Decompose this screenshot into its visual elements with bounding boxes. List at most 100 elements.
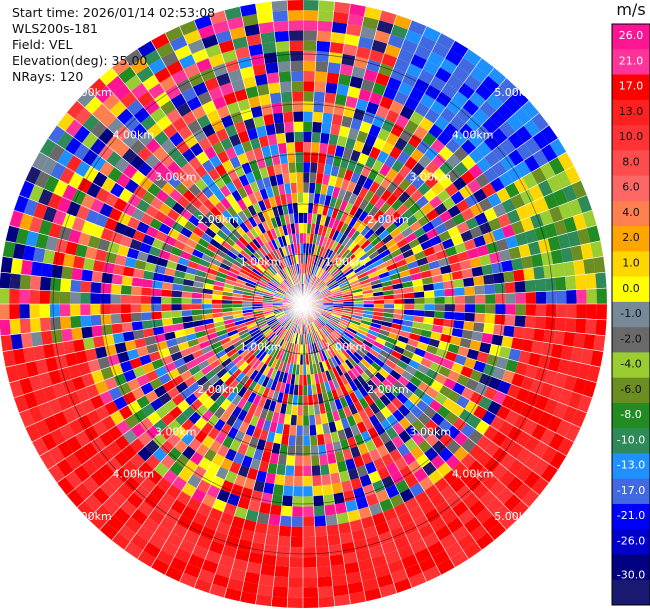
range-gate-cell	[43, 175, 60, 193]
range-gate-cell	[306, 274, 310, 285]
range-gate-cell	[460, 229, 474, 243]
range-gate-cell	[374, 410, 387, 423]
range-gate-cell	[285, 320, 292, 330]
range-gate-cell	[295, 435, 303, 446]
range-gate-cell	[101, 272, 113, 284]
range-gate-cell	[90, 314, 102, 327]
range-gate-cell	[273, 336, 281, 347]
range-gate-cell	[274, 215, 282, 227]
range-gate-cell	[464, 295, 476, 304]
range-gate-cell	[194, 164, 208, 178]
range-gate-cell	[320, 327, 329, 337]
range-gate-cell	[398, 178, 412, 191]
range-gate-cell	[9, 304, 20, 320]
range-ring-label: 4.00km	[113, 128, 155, 141]
range-gate-cell	[483, 386, 498, 401]
range-gate-cell	[353, 351, 364, 362]
range-gate-cell	[201, 364, 213, 376]
ray-separator	[302, 303, 413, 588]
colorbar-tick-label: -2.0	[620, 332, 641, 345]
range-gate-cell	[161, 51, 179, 68]
range-gate-cell	[284, 245, 290, 256]
range-gate-cell	[184, 202, 198, 215]
range-gate-cell	[431, 549, 450, 566]
range-gate-cell	[146, 253, 159, 265]
range-gate-cell	[436, 405, 451, 419]
range-gate-cell	[50, 428, 67, 446]
range-gate-cell	[159, 426, 174, 441]
range-gate-cell	[321, 350, 328, 361]
range-gate-cell	[283, 121, 294, 133]
range-gate-cell	[340, 285, 352, 292]
range-gate-cell	[171, 69, 188, 85]
range-gate-cell	[518, 243, 531, 258]
range-gate-cell	[158, 202, 172, 216]
range-gate-cell	[393, 380, 406, 393]
range-gate-cell	[154, 264, 166, 275]
range-gate-cell	[371, 82, 387, 96]
range-gate-cell	[287, 597, 303, 608]
range-gate-cell	[208, 222, 221, 234]
range-gate-cell	[324, 275, 334, 284]
range-gate-cell	[50, 277, 62, 292]
range-gate-cell	[353, 300, 364, 304]
range-gate-cell	[492, 446, 508, 464]
range-gate-cell	[510, 193, 526, 210]
range-gate-cell	[411, 162, 425, 176]
range-gate-cell	[116, 419, 131, 435]
range-gate-cell	[327, 320, 337, 328]
range-gate-cell	[192, 386, 206, 399]
range-gate-cell	[426, 208, 439, 222]
range-gate-cell	[139, 354, 152, 366]
range-gate-cell	[445, 493, 463, 509]
range-gate-cell	[453, 446, 469, 462]
range-gate-cell	[495, 238, 509, 252]
range-gate-cell	[505, 304, 516, 316]
range-gate-cell	[188, 381, 201, 394]
range-gate-cell	[246, 467, 259, 481]
range-gate-cell	[338, 125, 351, 138]
range-gate-cell	[404, 29, 423, 45]
range-gate-cell	[577, 394, 593, 413]
range-gate-cell	[287, 276, 294, 287]
range-gate-cell	[236, 397, 248, 410]
range-gate-cell	[350, 230, 361, 241]
range-gate-cell	[184, 220, 197, 233]
range-gate-cell	[237, 186, 248, 199]
range-gate-cell	[201, 185, 214, 199]
range-gate-cell	[268, 421, 278, 433]
range-gate-cell	[247, 204, 257, 217]
range-gate-cell	[567, 360, 581, 378]
range-gate-cell	[385, 401, 398, 415]
range-gate-cell	[127, 378, 141, 392]
range-gate-cell	[161, 281, 173, 291]
range-gate-cell	[567, 391, 583, 410]
range-gate-cell	[326, 72, 340, 84]
range-gate-cell	[469, 66, 488, 84]
range-gate-cell	[313, 342, 319, 353]
range-gate-cell	[344, 268, 354, 277]
range-gate-cell	[174, 168, 188, 183]
range-gate-cell	[41, 157, 58, 176]
range-gate-cell	[586, 288, 597, 304]
range-gate-cell	[204, 516, 220, 531]
range-gate-cell	[73, 447, 90, 465]
ray-separator	[2, 303, 304, 352]
range-gate-cell	[269, 280, 279, 288]
range-gate-cell	[257, 199, 267, 212]
range-gate-cell	[346, 327, 358, 335]
range-gate-cell	[497, 380, 512, 395]
ray-separator	[302, 256, 604, 305]
range-gate-cell	[245, 282, 256, 289]
ray-separator	[270, 303, 304, 607]
range-gate-cell	[318, 235, 325, 247]
range-gate-cell	[475, 173, 490, 189]
range-gate-cell	[171, 297, 182, 304]
range-gate-cell	[321, 474, 332, 486]
range-gate-cell	[305, 253, 309, 264]
ray-separator	[239, 303, 304, 602]
range-gate-cell	[534, 196, 549, 214]
ray-separator	[302, 180, 581, 305]
range-gate-cell	[506, 383, 521, 399]
range-gate-cell	[294, 465, 303, 477]
